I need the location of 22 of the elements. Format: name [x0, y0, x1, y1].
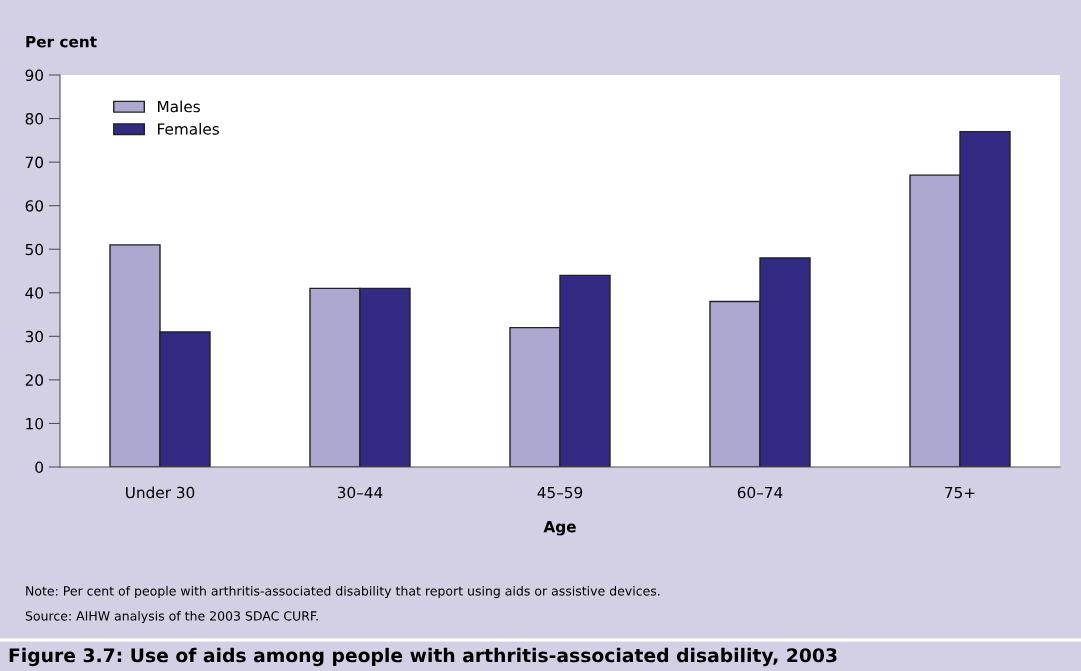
x-axis-title: Age [543, 521, 576, 536]
y-axis-title: Per cent [26, 36, 97, 48]
y-tick-label: 80 [25, 113, 44, 125]
x-tick-label: 60–74 [737, 486, 783, 499]
y-tick-label: 10 [26, 417, 44, 430]
legend-label: Males [158, 100, 200, 113]
x-tick-label: Under 30 [126, 486, 195, 499]
y-tick-label: 30 [25, 330, 44, 343]
x-tick-label: 45–59 [537, 486, 583, 499]
source-note: Source: AIHW analysis of the 2003 SDAC CURF. [25, 610, 318, 624]
text: Note: Per cent of people with arthritis-associated disability that report using aids or assistive devices. [26, 585, 660, 599]
y-tick-label: 0 [35, 461, 44, 474]
x-tick-label: 75+ [945, 486, 975, 499]
y-tick-label: 40 [25, 287, 44, 299]
text: Figure 3.7: Use of aids among people with arthritis-associated disability, 2003 [9, 647, 837, 667]
y-tick-label: 70 [25, 156, 44, 169]
legend-label: Females [158, 122, 219, 135]
y-tick-label: 90 [25, 69, 44, 82]
y-tick-label: 20 [25, 374, 44, 386]
y-tick-label: 60 [25, 200, 44, 212]
y-tick-label: 50 [25, 243, 44, 256]
x-tick-label: 30–44 [337, 486, 383, 499]
